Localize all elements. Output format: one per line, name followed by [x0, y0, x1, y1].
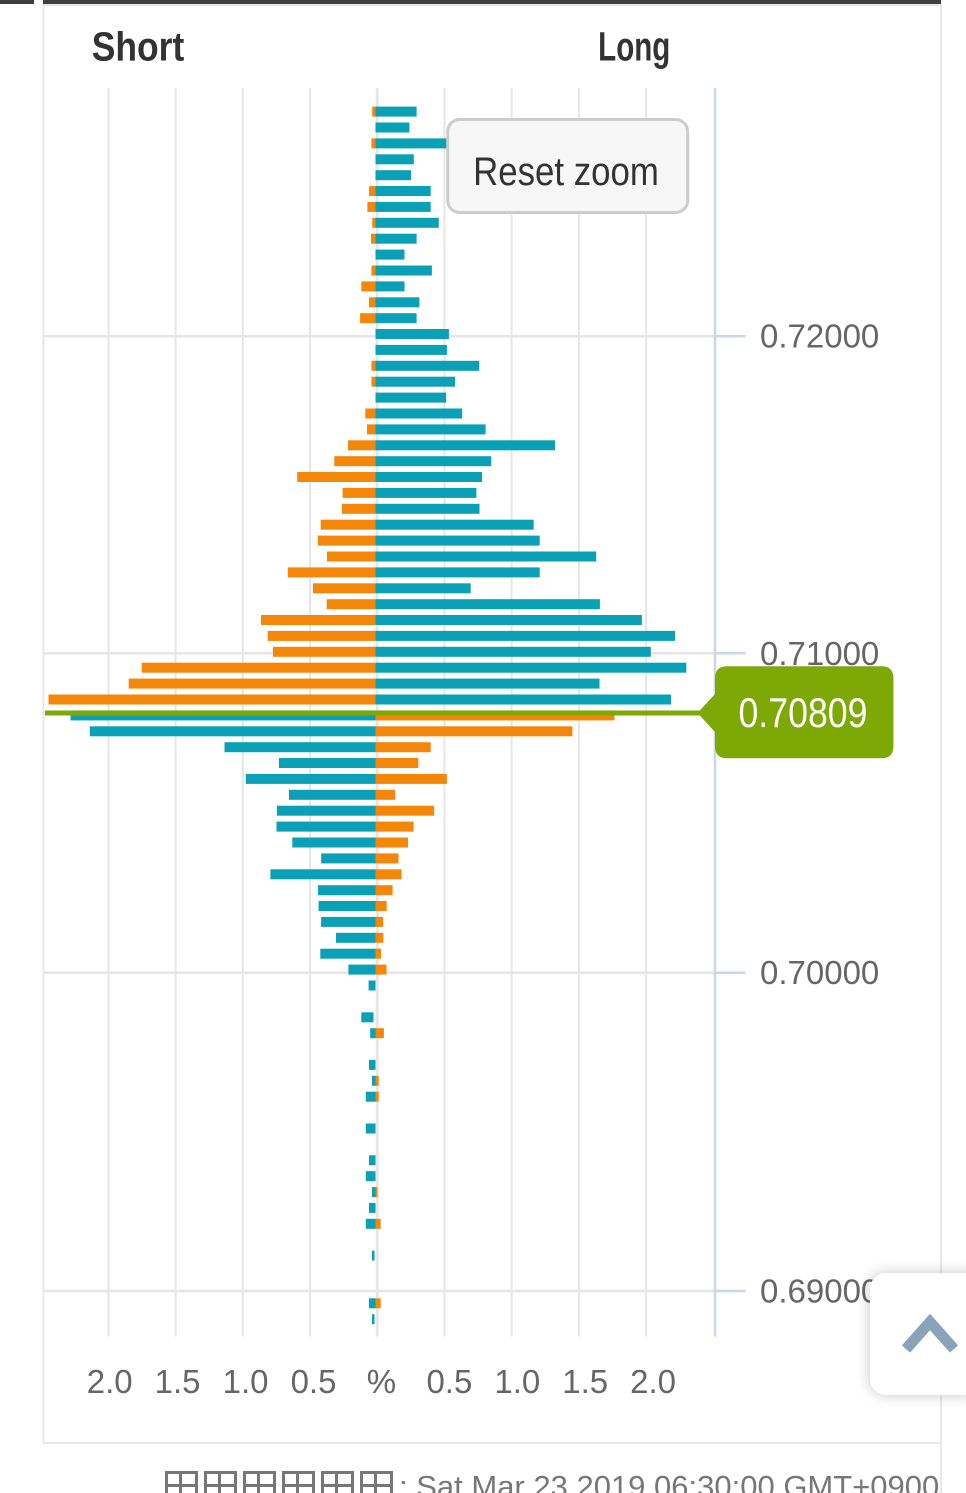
svg-text:0.69000: 0.69000	[760, 1273, 879, 1310]
svg-text:0.71000: 0.71000	[760, 635, 879, 672]
svg-text:0.5: 0.5	[426, 1363, 472, 1400]
svg-text:Reset zoom: Reset zoom	[473, 149, 659, 194]
svg-text:%: %	[367, 1363, 396, 1400]
svg-text:0.70000: 0.70000	[760, 954, 879, 991]
svg-text:0.5: 0.5	[291, 1363, 337, 1400]
svg-text:1.0: 1.0	[494, 1363, 540, 1400]
svg-text:2.0: 2.0	[630, 1363, 676, 1400]
svg-text:Long: Long	[598, 24, 670, 70]
svg-text:0.72000: 0.72000	[760, 318, 879, 355]
svg-text:1.5: 1.5	[155, 1363, 201, 1400]
svg-text:0.70809: 0.70809	[738, 690, 867, 736]
svg-text:Short: Short	[92, 24, 185, 70]
svg-text:1.0: 1.0	[223, 1363, 269, 1400]
svg-text:2.0: 2.0	[87, 1363, 133, 1400]
svg-text:1.5: 1.5	[562, 1363, 608, 1400]
